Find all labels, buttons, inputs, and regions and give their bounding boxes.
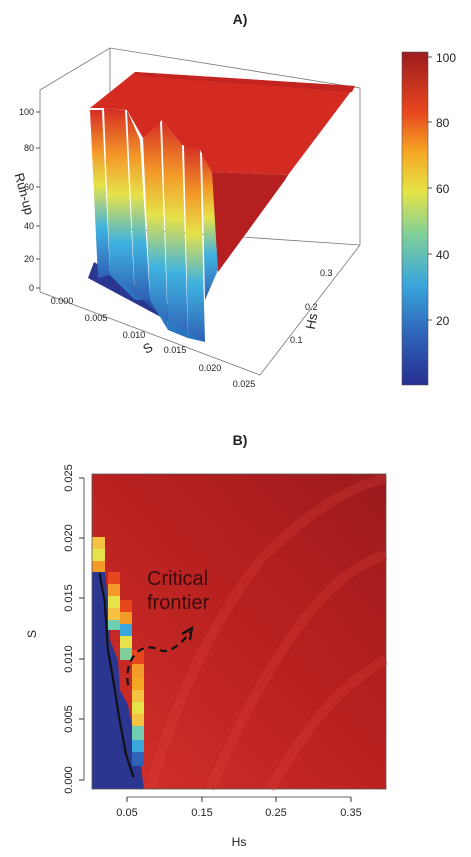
b-y-tick-0.015: 0.015 xyxy=(63,584,75,612)
colorbar-tick-60: 60 xyxy=(436,182,450,196)
surface-plateau-side xyxy=(212,172,288,272)
b-y-tick-0.020: 0.020 xyxy=(63,524,75,552)
b-x-tick-0.35: 0.35 xyxy=(340,807,361,819)
annotation-critical: Critical xyxy=(147,568,208,590)
annotation-frontier: frontier xyxy=(147,592,210,614)
transition-cells xyxy=(92,537,144,766)
panel-a: A) xyxy=(12,11,457,389)
b-y-tick-0.025: 0.025 xyxy=(63,464,75,492)
b-y-axis: 0.025 0.020 0.015 0.010 0.005 0.000 S xyxy=(25,464,85,794)
b-x-axis: 0.05 0.15 0.25 0.35 Hs xyxy=(116,796,362,849)
colorbar-tick-80: 80 xyxy=(436,116,450,130)
z-tick-40: 40 xyxy=(24,221,34,231)
s-tick-0.005: 0.005 xyxy=(85,313,108,323)
z-tick-20: 20 xyxy=(24,254,34,264)
b-y-tick-0.000: 0.000 xyxy=(63,766,75,794)
hs-tick-0.1: 0.1 xyxy=(290,335,303,345)
b-x-tick-0.05: 0.05 xyxy=(116,807,137,819)
surface-plateau xyxy=(90,72,355,175)
s-tick-0.010: 0.010 xyxy=(123,330,146,340)
hs-tick-0.3: 0.3 xyxy=(320,268,333,278)
heatmap-bands xyxy=(145,473,389,792)
hs-tick-0.2: 0.2 xyxy=(305,302,318,312)
surface-walls xyxy=(90,108,218,342)
b-y-tick-0.005: 0.005 xyxy=(63,705,75,733)
b-x-axis-label: Hs xyxy=(232,835,247,849)
b-y-tick-0.010: 0.010 xyxy=(63,645,75,673)
panel-b-title: B) xyxy=(233,432,248,448)
colorbar-tick-20: 20 xyxy=(436,314,450,328)
panel-b: B) xyxy=(25,432,389,849)
colorbar-tick-100: 100 xyxy=(436,51,456,65)
z-axis-label: Run-up xyxy=(12,171,38,216)
z-tick-60: 60 xyxy=(24,182,34,192)
critical-frontier-line xyxy=(98,573,135,778)
s-tick-0.015: 0.015 xyxy=(164,345,187,355)
z-tick-80: 80 xyxy=(24,143,34,153)
s-tick-0.025: 0.025 xyxy=(233,379,256,389)
b-x-tick-0.25: 0.25 xyxy=(265,807,286,819)
z-tick-100: 100 xyxy=(19,107,34,117)
s-tick-0.020: 0.020 xyxy=(199,363,222,373)
b-x-tick-0.15: 0.15 xyxy=(191,807,212,819)
z-tick-0: 0 xyxy=(29,283,34,293)
hs-axis: 0.1 0.2 0.3 Hs xyxy=(290,268,333,345)
heatmap-low-region xyxy=(92,572,144,789)
s-axis-label: S xyxy=(140,339,155,356)
surface-plateau-edge xyxy=(135,72,355,92)
annotation-arrow-head xyxy=(181,625,194,641)
colorbar-tick-40: 40 xyxy=(436,248,450,262)
b-y-axis-label: S xyxy=(25,630,39,638)
z-axis: 100 80 60 40 20 0 xyxy=(19,107,40,293)
plot-frame xyxy=(91,473,387,790)
annotation-arrow xyxy=(126,631,191,686)
colorbar: 100 80 60 40 20 xyxy=(401,51,456,386)
s-tick-0.000: 0.000 xyxy=(51,296,74,306)
hs-axis-label: Hs xyxy=(303,312,321,331)
panel-a-title: A) xyxy=(233,11,248,27)
